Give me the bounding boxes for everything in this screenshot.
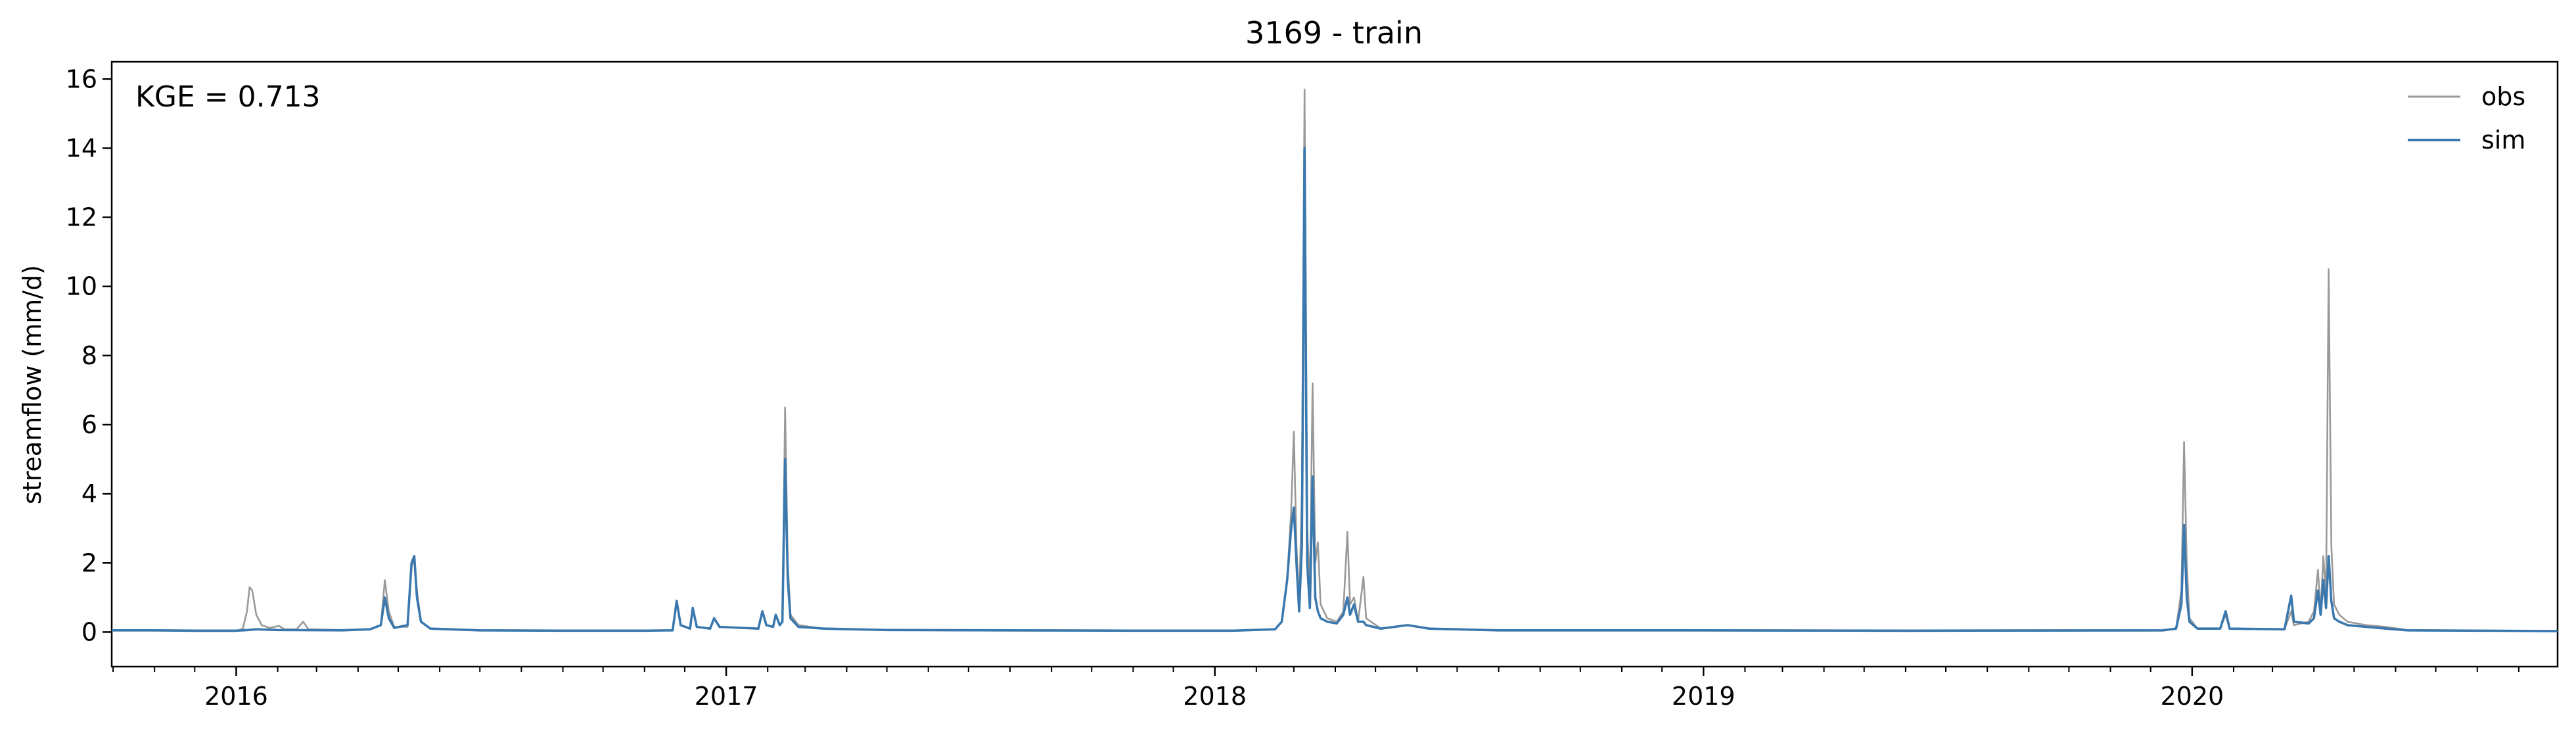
y-axis-label: streamflow (mm/d)	[18, 265, 47, 504]
x-tick-label: 2017	[695, 682, 758, 711]
y-tick-label: 16	[66, 64, 97, 93]
y-tick-label: 10	[66, 272, 97, 301]
y-tick-label: 6	[81, 410, 97, 439]
x-tick-label: 2016	[204, 682, 268, 711]
y-tick-label: 14	[66, 133, 97, 162]
x-tick-label: 2020	[2160, 682, 2224, 711]
plot-area: 0 2 4 6 8 10 12 14 16 2016 2017 2018 2019 2020 KGE =…	[66, 60, 2559, 711]
x-tick-label: 2018	[1183, 682, 1247, 711]
y-axis-ticks: 0 2 4 6 8 10 12 14 16	[66, 64, 112, 646]
kge-annotation: KGE = 0.713	[135, 80, 321, 114]
x-axis-ticks: 2016 2017 2018 2019 2020	[112, 667, 2519, 711]
chart-legend: obs sim	[2408, 82, 2525, 154]
y-tick-label: 2	[81, 548, 97, 577]
x-tick-label: 2019	[1672, 682, 1736, 711]
chart-title: 3169 - train	[1245, 15, 1423, 51]
plot-frame	[110, 60, 2559, 668]
series-line-sim	[112, 147, 2558, 632]
y-tick-label: 12	[66, 203, 97, 232]
y-tick-label: 0	[81, 617, 97, 646]
y-tick-label: 4	[81, 479, 97, 508]
legend-label-sim: sim	[2481, 126, 2525, 154]
y-tick-label: 8	[81, 341, 97, 370]
legend-label-obs: obs	[2481, 82, 2525, 111]
series-layer	[111, 88, 2558, 632]
